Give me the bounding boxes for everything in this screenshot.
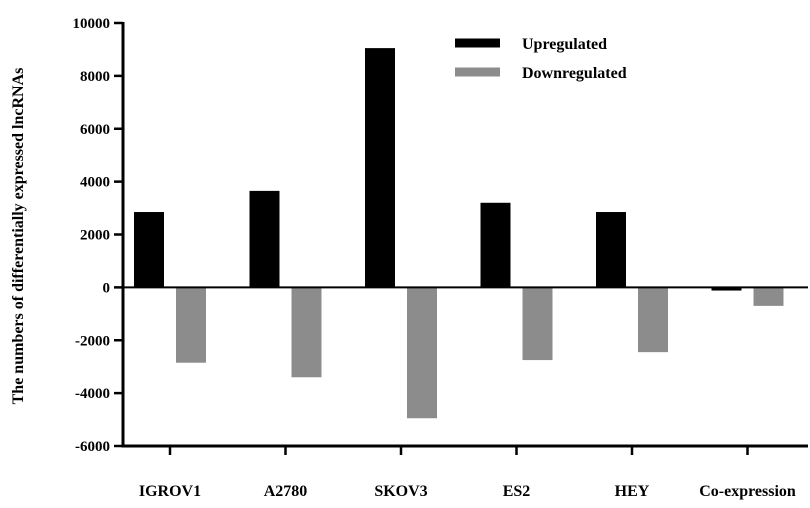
bar-downregulated-skov3 <box>407 287 437 419</box>
bar-upregulated-co-expression <box>711 287 742 291</box>
x-tick-label: ES2 <box>503 483 531 500</box>
x-tick-label: HEY <box>615 483 650 500</box>
bar-upregulated-a2780 <box>249 190 280 288</box>
legend-swatch-upregulated <box>455 38 500 48</box>
y-tick-label: 2000 <box>80 228 110 244</box>
legend-swatch-downregulated <box>455 67 500 77</box>
y-axis-title: The numbers of differentially expressed … <box>10 68 27 405</box>
legend-label-upregulated: Upregulated <box>522 36 607 53</box>
x-tick-label: IGROV1 <box>139 483 201 500</box>
bar-downregulated-a2780 <box>291 287 322 378</box>
y-tick-label: -2000 <box>75 333 110 349</box>
bar-downregulated-es2 <box>522 287 553 361</box>
y-tick-label: 10000 <box>73 16 111 32</box>
x-tick-label: Co-expression <box>699 483 796 500</box>
legend-label-downregulated: Downregulated <box>522 65 627 82</box>
bar-upregulated-skov3 <box>365 48 395 288</box>
y-tick-label: 0 <box>103 280 111 296</box>
bar-upregulated-es2 <box>480 202 511 288</box>
y-tick-label: 8000 <box>80 69 110 85</box>
x-tick-label: SKOV3 <box>374 483 427 500</box>
y-tick-label: 4000 <box>80 175 110 191</box>
bar-downregulated-co-expression <box>753 287 784 306</box>
bar-downregulated-hey <box>638 287 668 353</box>
y-tick-label: -4000 <box>75 386 110 402</box>
bar-downregulated-igrov1 <box>176 287 206 363</box>
bar-upregulated-igrov1 <box>134 212 164 288</box>
y-tick-label: -6000 <box>75 439 110 455</box>
x-tick-label: A2780 <box>264 483 308 500</box>
bar-upregulated-hey <box>596 212 626 288</box>
plot-area: 10000 8000 6000 4000 2000 0 -2000 -4000 -6000 IGR… <box>73 16 808 500</box>
y-tick-label: 6000 <box>80 122 110 138</box>
